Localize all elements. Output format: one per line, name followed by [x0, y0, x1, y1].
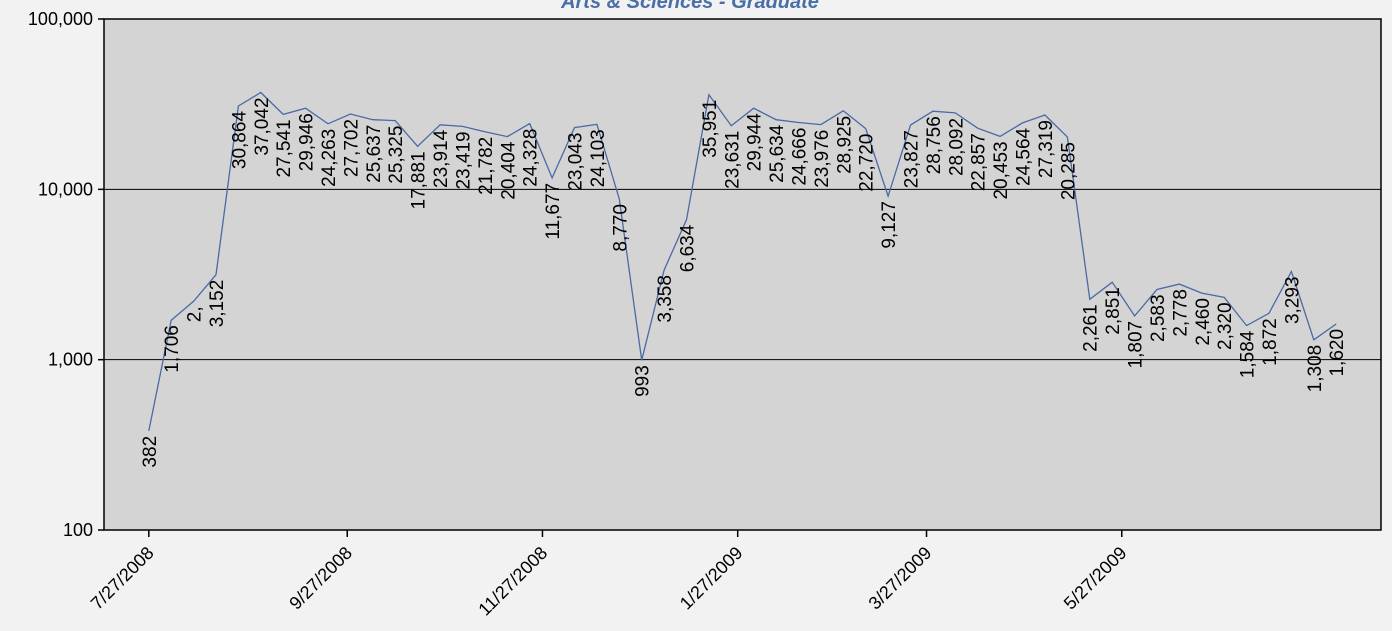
- data-label: 23,631: [722, 131, 743, 189]
- data-label: 9,127: [879, 201, 900, 249]
- x-tick-label: 9/27/2008: [285, 543, 356, 614]
- data-label: 28,925: [834, 116, 855, 174]
- data-label: 20,404: [498, 141, 519, 200]
- data-label: 3,358: [655, 275, 676, 323]
- data-label: 35,951: [700, 100, 721, 158]
- y-tick-label: 100: [63, 520, 93, 540]
- data-label: 24,666: [790, 128, 811, 186]
- data-label: 27,541: [274, 119, 295, 177]
- data-label: 27,319: [1036, 120, 1057, 178]
- data-label: 2,460: [1193, 298, 1214, 346]
- data-label: 23,827: [902, 130, 923, 188]
- data-label: 25,637: [364, 125, 385, 183]
- plot-area: [103, 18, 1382, 531]
- data-label: 24,328: [521, 129, 542, 187]
- data-label: 23,976: [812, 130, 833, 188]
- series-line: [148, 91, 1337, 432]
- data-label: 1,706: [162, 325, 183, 373]
- gridlines: [104, 188, 1381, 361]
- data-label: 29,946: [297, 113, 318, 171]
- data-label: 1,620: [1327, 329, 1348, 377]
- x-tick-label: 5/27/2009: [1060, 543, 1131, 614]
- data-label: 20,453: [991, 141, 1012, 199]
- data-label: 23,043: [565, 133, 586, 191]
- y-tick-label: 10,000: [38, 179, 93, 199]
- data-label: 1,584: [1238, 330, 1259, 378]
- data-label: 2,261: [1081, 304, 1102, 352]
- data-label: 20,285: [1058, 142, 1079, 200]
- data-label: 6,634: [677, 224, 698, 272]
- data-label: 28,092: [946, 118, 967, 176]
- data-label: 2,: [185, 306, 206, 322]
- data-label: 22,720: [857, 134, 878, 192]
- data-label: 1,872: [1260, 318, 1281, 366]
- data-label: 28,756: [924, 116, 945, 174]
- data-label: 24,263: [319, 129, 340, 187]
- data-label: 27,702: [341, 119, 362, 177]
- x-tick-label: 3/27/2009: [865, 543, 936, 614]
- data-label: 1,308: [1305, 345, 1326, 393]
- data-label: 2,583: [1148, 294, 1169, 342]
- data-label: 37,042: [252, 97, 273, 155]
- y-tick-label: 100,000: [28, 9, 93, 29]
- x-tick-label: 1/27/2009: [676, 543, 747, 614]
- x-axis: 7/27/2008 9/27/2008 11/27/2008 1/27/2009 3/2…: [87, 530, 1131, 620]
- x-tick-label: 11/27/2008: [474, 543, 551, 620]
- data-label: 22,857: [969, 133, 990, 191]
- data-label: 17,881: [409, 151, 430, 209]
- data-label: 25,325: [386, 126, 407, 184]
- x-tick-label: 7/27/2008: [87, 543, 158, 614]
- data-label: 24,564: [1014, 127, 1035, 186]
- data-label: 8,770: [610, 204, 631, 252]
- data-label: 23,419: [453, 131, 474, 189]
- data-label: 382: [140, 436, 161, 468]
- y-axis: 100 1,000 10,000 100,000: [28, 9, 104, 540]
- data-label: 993: [633, 365, 654, 397]
- data-label: 2,320: [1215, 302, 1236, 350]
- chart-title: Arts & Sciences - Graduate: [560, 0, 819, 13]
- data-label: 30,864: [229, 111, 250, 170]
- data-label: 11,677: [543, 183, 564, 240]
- data-label: 3,293: [1282, 277, 1303, 325]
- data-label: 21,782: [476, 137, 497, 195]
- data-label: 2,778: [1170, 289, 1191, 337]
- data-label: 25,634: [767, 124, 788, 183]
- data-label: 29,944: [745, 113, 766, 172]
- data-label: 24,103: [588, 129, 609, 187]
- data-label: 1,807: [1126, 321, 1147, 369]
- data-label: 2,851: [1103, 287, 1124, 335]
- data-label: 3,152: [207, 280, 228, 328]
- y-tick-label: 1,000: [48, 350, 93, 370]
- data-label: 23,914: [431, 129, 452, 188]
